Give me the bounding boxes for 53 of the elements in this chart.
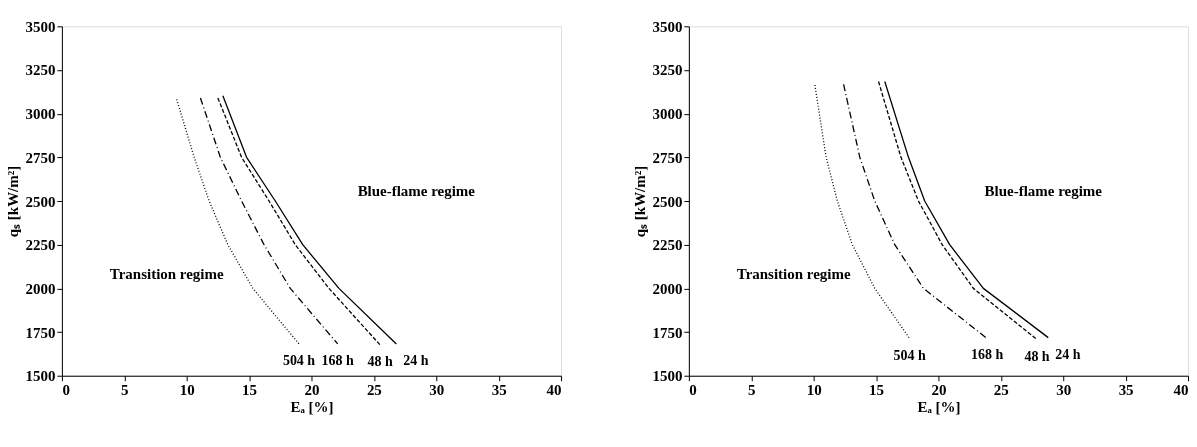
x-tick-label: 10 — [179, 382, 195, 399]
series-label: 504 h — [282, 352, 316, 368]
x-tick-label: 0 — [689, 382, 697, 399]
y-tick-label: 3500 — [652, 18, 683, 35]
y-tick-label: 3250 — [652, 62, 683, 79]
y-tick-label: 2750 — [652, 149, 683, 166]
x-tick-label: 40 — [546, 382, 562, 399]
x-tick-label: 15 — [869, 382, 885, 399]
x-tick-label: 20 — [931, 382, 947, 399]
series-label: 504 h — [893, 347, 927, 363]
x-tick-label: 5 — [748, 382, 756, 399]
x-tick-label: 10 — [806, 382, 822, 399]
x-tick-label: 30 — [429, 382, 445, 399]
y-tick-label: 3500 — [25, 18, 56, 35]
x-tick-label: 20 — [304, 382, 320, 399]
x-tick-label: 40 — [1173, 382, 1189, 399]
x-axis-title: Eₐ [%] — [290, 399, 334, 416]
y-tick-label: 1500 — [25, 368, 56, 385]
y-tick-label: 2500 — [652, 193, 683, 210]
series-label: 24 h — [1055, 346, 1081, 362]
series-label: 168 h — [321, 352, 355, 368]
y-tick-label: 2000 — [25, 280, 56, 297]
series-label: 48 h — [367, 353, 393, 369]
annotation: Transition regime — [736, 266, 851, 283]
annotation: Blue-flame regime — [357, 182, 476, 199]
y-tick-label: 1750 — [652, 324, 683, 341]
y-tick-label: 2500 — [25, 193, 56, 210]
y-tick-label: 2750 — [25, 149, 56, 166]
y-axis-title: qₛ [kW/m²] — [5, 165, 22, 238]
x-tick-label: 5 — [121, 382, 129, 399]
x-tick-label: 15 — [242, 382, 258, 399]
y-tick-label: 2250 — [652, 237, 683, 254]
x-tick-label: 35 — [491, 382, 507, 399]
x-tick-label: 30 — [1056, 382, 1072, 399]
y-tick-label: 1750 — [25, 324, 56, 341]
series-label: 48 h — [1024, 348, 1050, 364]
y-tick-label: 2250 — [25, 237, 56, 254]
x-tick-label: 0 — [62, 382, 70, 399]
x-axis-title: Eₐ [%] — [917, 399, 961, 416]
series-label: 24 h — [403, 352, 429, 368]
annotation: Blue-flame regime — [984, 182, 1103, 199]
y-tick-label: 3250 — [25, 62, 56, 79]
series-label: 168 h — [970, 347, 1004, 363]
line-series — [176, 98, 300, 345]
y-tick-label: 1500 — [652, 368, 683, 385]
x-tick-label: 25 — [366, 382, 382, 399]
y-axis-title: qₛ [kW/m²] — [632, 165, 649, 238]
x-tick-label: 35 — [1118, 382, 1134, 399]
annotation: Transition regime — [109, 266, 224, 283]
y-tick-label: 2000 — [652, 280, 683, 297]
y-tick-label: 3000 — [25, 106, 56, 123]
x-tick-label: 25 — [993, 382, 1009, 399]
y-tick-label: 3000 — [652, 106, 683, 123]
